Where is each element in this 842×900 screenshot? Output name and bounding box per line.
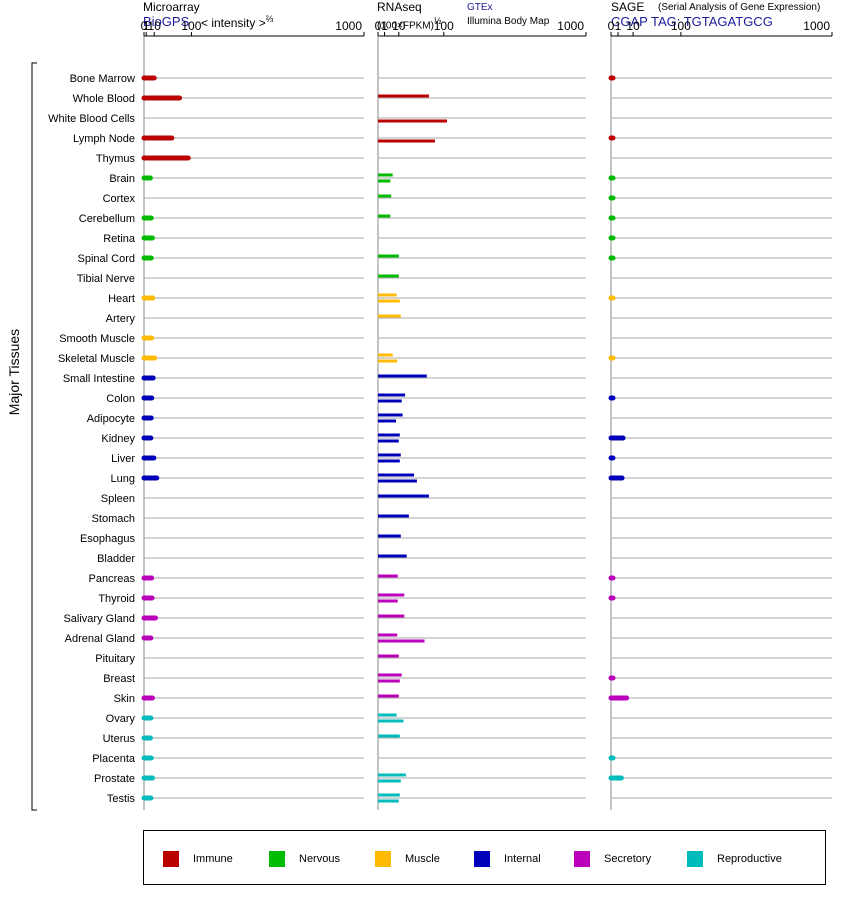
row-label-bladder: Bladder [97,553,135,565]
microarray-source: BioGPS [143,14,190,29]
row-label-smooth-muscle: Smooth Muscle [59,333,135,345]
row-label-breast: Breast [103,673,135,685]
row-label-bone-marrow: Bone Marrow [70,73,135,85]
rnaseq-unit-exponent: ½ [433,16,442,26]
row-label-cerebellum: Cerebellum [79,213,135,225]
legend-label-reproductive: Reproductive [717,853,782,865]
row-label-salivary-gland: Salivary Gland [63,613,135,625]
row-label-skin: Skin [114,693,135,705]
rna-tick-label-0: 0 [375,19,382,33]
legend-swatch-internal [474,851,490,867]
row-label-heart: Heart [108,293,135,305]
row-label-ovary: Ovary [106,713,136,725]
legend-item-internal: Internal [474,851,541,867]
sage-tag: CGAP TAG: TGTAGATGCG [611,14,773,29]
row-label-placenta: Placenta [92,753,136,765]
row-label-retina: Retina [103,233,136,245]
sage-tick-label-4: 1000 [803,19,830,33]
legend-swatch-secretory [574,851,590,867]
legend-label-muscle: Muscle [405,853,440,865]
rnaseq-source-ibm: Illumina Body Map [467,16,550,27]
legend-label-internal: Internal [504,853,541,865]
rnaseq-unit-prefix: (100×FPKM) [377,20,434,32]
row-label-esophagus: Esophagus [80,533,136,545]
row-label-spleen: Spleen [101,493,135,505]
legend-swatch-nervous [269,851,285,867]
row-label-uterus: Uterus [103,733,136,745]
row-label-pancreas: Pancreas [89,573,136,585]
rna-tick-label-2: 10 [392,19,406,33]
row-label-lymph-node: Lymph Node [73,133,135,145]
row-label-cortex: Cortex [103,193,136,205]
legend-item-muscle: Muscle [375,851,440,867]
row-label-small-intestine: Small Intestine [63,373,135,385]
microarray-title: Microarray [143,0,200,14]
legend-label-secretory: Secretory [604,853,652,865]
legend-swatch-immune [163,851,179,867]
rnaseq-title: RNAseq [377,0,422,14]
row-label-liver: Liver [111,453,135,465]
rna-tick-label-1: 1 [381,19,388,33]
sage-tick-label-3: 100 [671,19,691,33]
legend-item-nervous: Nervous [269,851,340,867]
row-label-thymus: Thymus [96,153,136,165]
micro-tick-label-1: 1 [143,19,150,33]
rna-tick-label-3: 100 [434,19,454,33]
row-label-lung: Lung [111,473,135,485]
micro-tick-label-4: 1000 [335,19,362,33]
row-label-spinal-cord: Spinal Cord [78,253,135,265]
micro-tick-label-3: 100 [181,19,201,33]
legend-swatch-reproductive [687,851,703,867]
micro-tick-label-2: 10 [148,19,162,33]
row-label-skeletal-muscle: Skeletal Muscle [58,353,135,365]
row-label-kidney: Kidney [101,433,135,445]
sage-tick-label-2: 10 [626,19,640,33]
legend-label-immune: Immune [193,853,233,865]
microarray-unit-exponent: ⅔ [265,14,274,24]
row-label-adrenal-gland: Adrenal Gland [65,633,135,645]
sage-title: SAGE [611,0,645,14]
row-label-artery: Artery [106,313,136,325]
rna-tick-label-4: 1000 [557,19,584,33]
rnaseq-unit: (100×FPKM)½ [377,16,441,31]
legend-item-reproductive: Reproductive [687,851,782,867]
legend-swatch-muscle [375,851,391,867]
row-label-pituitary: Pituitary [95,653,135,665]
microarray-unit: < intensity >⅔ [201,14,273,30]
legend: Immune Nervous Muscle Internal Secretory… [143,830,826,885]
row-label-whole-blood: Whole Blood [73,93,135,105]
legend-item-immune: Immune [163,851,233,867]
rnaseq-source-gtex: GTEx [467,2,493,13]
row-label-testis: Testis [107,793,136,805]
sage-tick-label-1: 1 [615,19,622,33]
row-label-adipocyte: Adipocyte [87,413,135,425]
sage-tick-label-0: 0 [608,19,615,33]
row-label-prostate: Prostate [94,773,135,785]
row-label-brain: Brain [109,173,135,185]
legend-item-secretory: Secretory [574,851,651,867]
microarray-unit-prefix: < intensity > [201,16,266,30]
micro-tick-label-0: 0 [141,19,148,33]
row-label-white-blood-cells: White Blood Cells [48,113,135,125]
row-label-thyroid: Thyroid [98,593,135,605]
row-label-tibial-nerve: Tibial Nerve [77,273,135,285]
legend-label-nervous: Nervous [299,853,340,865]
row-label-stomach: Stomach [92,513,135,525]
y-axis-bracket [31,62,37,811]
sage-subtitle: (Serial Analysis of Gene Expression) [658,2,821,13]
row-label-colon: Colon [106,393,135,405]
